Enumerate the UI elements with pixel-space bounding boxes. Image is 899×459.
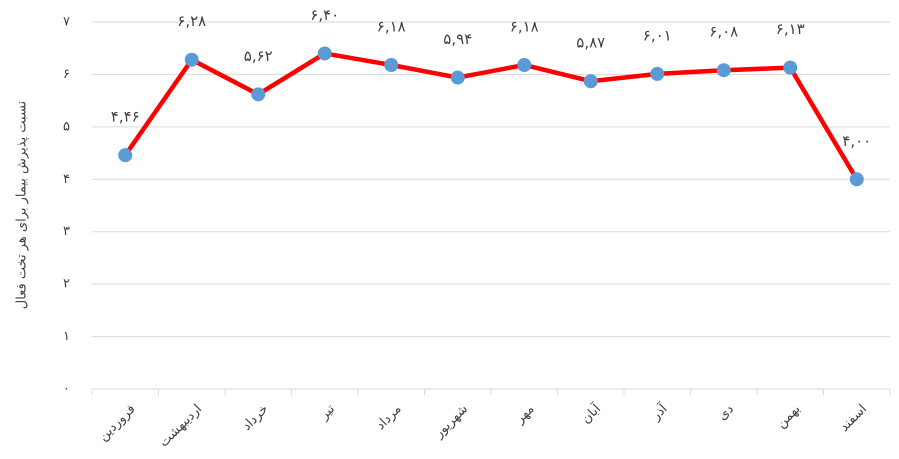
y-tick-label: ۱ <box>63 329 70 344</box>
x-tick-label: اسفند <box>837 402 870 435</box>
y-tick-label: ۰ <box>63 382 70 397</box>
marker <box>384 57 399 72</box>
x-tick-label: آبان <box>577 399 605 427</box>
marker <box>716 63 731 78</box>
y-axis-label: نسبت پذیرش بیمار برای هر تخت فعال <box>15 101 30 309</box>
y-tick-label: ۳ <box>63 224 70 239</box>
x-tick-label: دی <box>715 402 737 424</box>
data-label: ۴,۴۶ <box>111 108 140 126</box>
marker <box>849 172 864 187</box>
data-label: ۶,۱۸ <box>377 17 406 35</box>
x-tick-label: تیر <box>316 401 338 423</box>
data-label: ۵,۹۴ <box>443 30 472 48</box>
marker <box>517 57 532 72</box>
data-label: ۶,۴۰ <box>310 6 339 24</box>
x-tick-label: آذر <box>647 399 672 424</box>
data-label: ۵,۶۲ <box>244 47 273 65</box>
x-tick-label: مهر <box>512 402 538 428</box>
y-tick-label: ۴ <box>63 172 70 187</box>
x-tick-label: شهریور <box>431 402 471 442</box>
x-tick-label: فروردین <box>96 402 139 445</box>
data-label: ۶,۱۳ <box>776 20 805 38</box>
data-label: ۶,۱۸ <box>510 17 539 35</box>
marker <box>118 148 133 163</box>
data-label: ۶,۰۱ <box>643 26 672 44</box>
y-tick-label: ۵ <box>63 119 70 134</box>
data-label: ۴,۰۰ <box>842 132 871 150</box>
x-tick-label: بهمن <box>774 402 804 432</box>
data-label: ۵,۸۷ <box>576 34 605 52</box>
marker <box>650 66 665 81</box>
data-label: ۶,۲۸ <box>177 12 206 30</box>
x-tick-label: خرداد <box>239 402 271 434</box>
marker <box>783 60 798 75</box>
data-label: ۶,۰۸ <box>709 23 738 41</box>
marker <box>251 87 266 102</box>
x-tick-label: اردیبهشت <box>157 402 205 450</box>
y-tick-label: ۲ <box>63 277 70 292</box>
y-tick-label: ۷ <box>63 15 70 30</box>
marker <box>184 52 199 67</box>
x-tick-label: مرداد <box>373 402 404 433</box>
line <box>123 51 859 181</box>
y-tick-label: ۶ <box>63 67 70 82</box>
marker <box>583 74 598 89</box>
marker <box>450 70 465 85</box>
marker <box>317 46 332 61</box>
